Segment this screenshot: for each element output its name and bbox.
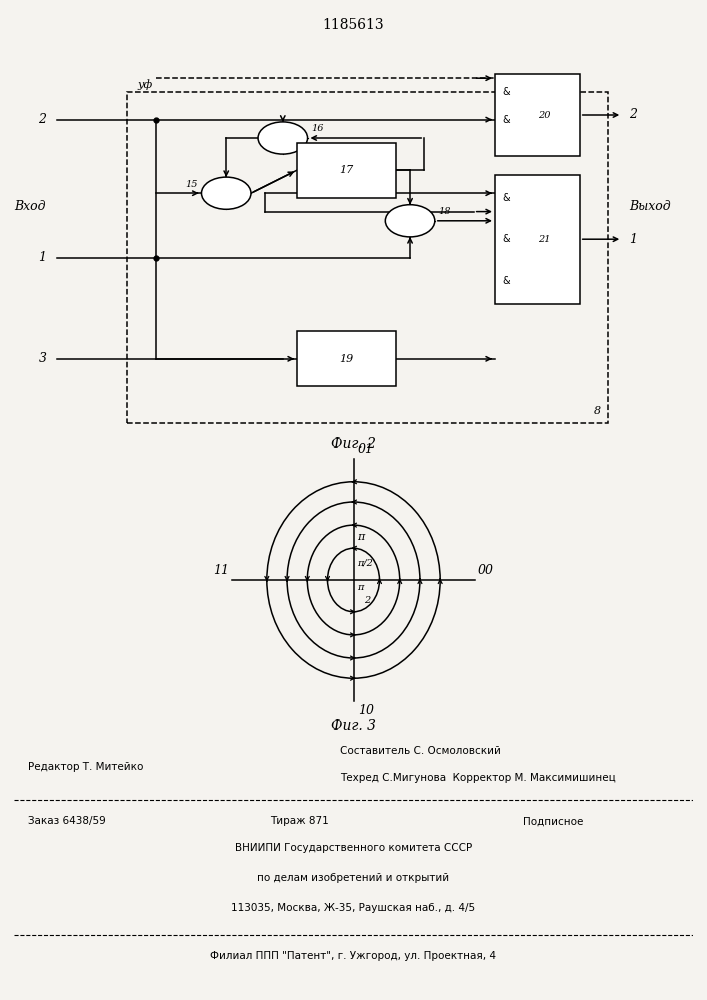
Text: &: & (502, 234, 510, 244)
Text: π: π (357, 532, 364, 542)
Text: &: & (502, 87, 510, 97)
Text: 21: 21 (538, 235, 551, 244)
Text: 17: 17 (339, 165, 354, 175)
Text: Составитель С. Осмоловский: Составитель С. Осмоловский (340, 746, 501, 756)
Text: 01: 01 (358, 443, 374, 456)
Text: Вход: Вход (14, 200, 46, 214)
Text: 1185613: 1185613 (322, 18, 385, 32)
Text: 10: 10 (358, 704, 374, 717)
Text: 2: 2 (363, 596, 370, 605)
Circle shape (201, 177, 251, 209)
Text: Подписное: Подписное (523, 816, 583, 826)
Text: 15: 15 (185, 180, 198, 189)
Text: Фиг. 3: Фиг. 3 (331, 719, 376, 733)
Text: Тираж 871: Тираж 871 (270, 816, 329, 826)
Text: 1: 1 (38, 251, 47, 264)
Text: по делам изобретений и открытий: по делам изобретений и открытий (257, 873, 450, 883)
Circle shape (385, 205, 435, 237)
Text: уф: уф (138, 79, 153, 90)
Text: Редактор Т. Митейко: Редактор Т. Митейко (28, 762, 143, 772)
Bar (495, 175, 580, 304)
Bar (297, 143, 396, 198)
Text: 16: 16 (311, 124, 324, 133)
Text: Техред С.Мигунова  Корректор М. Максимишинец: Техред С.Мигунова Корректор М. Максимиши… (340, 773, 616, 783)
Text: π: π (357, 583, 363, 592)
Text: π/2: π/2 (357, 558, 373, 567)
Text: &: & (502, 193, 510, 203)
Bar (297, 331, 396, 386)
Text: Выход: Выход (629, 200, 671, 214)
Text: 18: 18 (438, 207, 451, 216)
Bar (127, 92, 608, 423)
Text: 113035, Москва, Ж-35, Раушская наб., д. 4/5: 113035, Москва, Ж-35, Раушская наб., д. … (231, 903, 476, 913)
Text: Фиг. 2: Фиг. 2 (331, 437, 376, 451)
Text: &: & (502, 115, 510, 125)
Text: 3: 3 (38, 352, 47, 365)
Text: Заказ 6438/59: Заказ 6438/59 (28, 816, 105, 826)
Text: 00: 00 (478, 564, 493, 577)
Text: 1: 1 (629, 233, 637, 246)
Bar (495, 74, 580, 156)
Text: 11: 11 (214, 564, 229, 577)
Text: 2: 2 (38, 113, 47, 126)
Text: 19: 19 (339, 354, 354, 364)
Circle shape (258, 122, 308, 154)
Text: 20: 20 (538, 110, 551, 119)
Text: ВНИИПИ Государственного комитета СССР: ВНИИПИ Государственного комитета СССР (235, 843, 472, 853)
Text: &: & (502, 276, 510, 286)
Text: 8: 8 (594, 406, 601, 416)
Text: Филиал ППП "Патент", г. Ужгород, ул. Проектная, 4: Филиал ППП "Патент", г. Ужгород, ул. Про… (211, 951, 496, 961)
Text: 2: 2 (629, 108, 637, 121)
